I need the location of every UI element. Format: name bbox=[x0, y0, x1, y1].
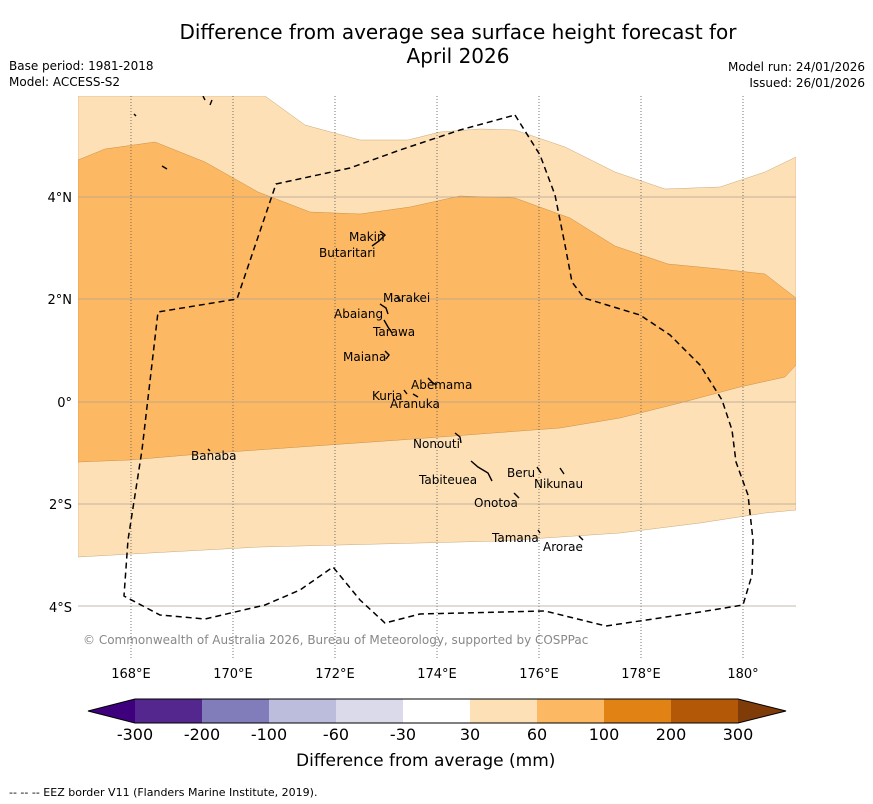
label-nonouti: Nonouti bbox=[413, 437, 460, 451]
colorbar-swatch-2 bbox=[202, 699, 269, 723]
colorbar-swatch-3 bbox=[269, 699, 336, 723]
label-tamana: Tamana bbox=[491, 531, 539, 545]
label-nikunau: Nikunau bbox=[534, 477, 583, 491]
model-run: Model run: 24/01/2026 bbox=[727, 60, 865, 74]
colorbar-outline bbox=[87, 698, 787, 724]
lon-label-178e: 178°E bbox=[621, 667, 661, 682]
colorbar-tick-6: 30 bbox=[459, 725, 481, 744]
lon-label-168e: 168°E bbox=[111, 667, 151, 682]
colorbar-tick-8: 100 bbox=[588, 725, 620, 744]
lat-axis-labels: 4°N 2°N 0° 2°S 4°S bbox=[48, 191, 73, 616]
eez-legend-note: -- -- -- EEZ border V11 (Flanders Marine… bbox=[9, 786, 318, 799]
colorbar-tick-1: -300 bbox=[116, 725, 154, 744]
colorbar-swatch-8 bbox=[604, 699, 671, 723]
gridlines bbox=[130, 96, 744, 660]
colorbar bbox=[87, 698, 787, 724]
colorbar-tick-3: -100 bbox=[250, 725, 288, 744]
title-line-2: April 2026 bbox=[406, 44, 510, 68]
label-butaritari: Butaritari bbox=[319, 246, 376, 260]
label-tabiteuea: Tabiteuea bbox=[418, 473, 477, 487]
meta-right: Model run: 24/01/2026 Issued: 26/01/2026 bbox=[728, 59, 865, 91]
colorbar-tick-7: 60 bbox=[526, 725, 548, 744]
colorbar-swatch-9 bbox=[671, 699, 738, 723]
lat-label-2s: 2°S bbox=[49, 498, 72, 513]
colorbar-extend-high bbox=[738, 699, 786, 723]
label-kuria: Kuria bbox=[372, 389, 403, 403]
lon-label-176e: 176°E bbox=[519, 667, 559, 682]
lat-label-0: 0° bbox=[57, 396, 72, 411]
issued-date: Issued: 26/01/2026 bbox=[749, 76, 865, 90]
colorbar-tick-9: 200 bbox=[655, 725, 687, 744]
lon-label-174e: 174°E bbox=[417, 667, 457, 682]
label-banaba: Banaba bbox=[191, 449, 237, 463]
label-makin: Makin bbox=[349, 230, 385, 244]
base-period: Base period: 1981-2018 bbox=[9, 59, 154, 73]
latitude-lines bbox=[78, 196, 796, 607]
colorbar-tick-2: -200 bbox=[183, 725, 221, 744]
colorbar-swatch-4 bbox=[336, 699, 403, 723]
label-arorae: Arorae bbox=[543, 540, 583, 554]
colorbar-title: Difference from average (mm) bbox=[296, 751, 556, 771]
label-maiana: Maiana bbox=[343, 350, 386, 364]
label-beru: Beru bbox=[507, 466, 535, 480]
label-aranuka: Aranuka bbox=[390, 397, 440, 411]
label-tarawa: Tarawa bbox=[372, 325, 415, 339]
label-abaiang: Abaiang bbox=[334, 307, 383, 321]
model-name: Model: ACCESS-S2 bbox=[9, 75, 121, 89]
colorbar-swatch-5 bbox=[403, 699, 470, 723]
islands bbox=[133, 96, 584, 541]
place-labels: Makin Butaritari Marakei Abaiang Tarawa … bbox=[191, 230, 583, 554]
colorbar-swatch-6 bbox=[470, 699, 537, 723]
lon-axis-labels: 168°E 170°E 172°E 174°E 176°E 178°E 180° bbox=[111, 667, 758, 682]
lon-label-172e: 172°E bbox=[315, 667, 355, 682]
map-title: Difference from average sea surface heig… bbox=[130, 20, 786, 68]
map-area: Makin Butaritari Marakei Abaiang Tarawa … bbox=[78, 96, 796, 660]
lat-label-4s: 4°S bbox=[49, 601, 72, 616]
colorbar-tick-4: -60 bbox=[322, 725, 350, 744]
colorbar-swatch-1 bbox=[135, 699, 202, 723]
label-onotoa: Onotoa bbox=[474, 496, 518, 510]
label-marakei: Marakei bbox=[383, 291, 430, 305]
colorbar-tick-10: 300 bbox=[722, 725, 754, 744]
meta-left: Base period: 1981-2018 Model: ACCESS-S2 bbox=[9, 58, 154, 90]
colorbar-extend-low bbox=[88, 699, 135, 723]
lat-label-2n: 2°N bbox=[48, 293, 73, 308]
copyright-notice: © Commonwealth of Australia 2026, Bureau… bbox=[83, 633, 588, 647]
colorbar-swatch-7 bbox=[537, 699, 604, 723]
lat-label-4n: 4°N bbox=[48, 191, 73, 206]
title-line-1: Difference from average sea surface heig… bbox=[179, 20, 737, 44]
lon-label-170e: 170°E bbox=[213, 667, 253, 682]
label-abemama: Abemama bbox=[411, 378, 472, 392]
lon-label-180: 180° bbox=[727, 667, 758, 682]
colorbar-tick-5: -30 bbox=[389, 725, 417, 744]
contour-60-100 bbox=[78, 141, 796, 463]
